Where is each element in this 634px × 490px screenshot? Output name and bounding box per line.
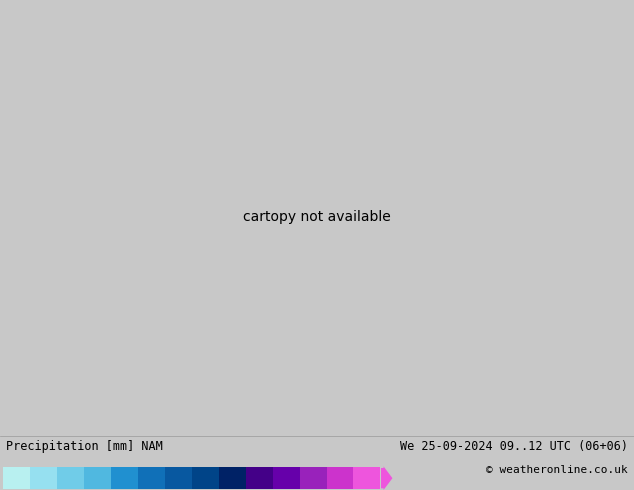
FancyArrow shape [381,466,392,490]
Bar [327,467,354,489]
Bar [3,467,30,489]
Text: © weatheronline.co.uk: © weatheronline.co.uk [486,466,628,475]
Bar [57,467,84,489]
Bar [354,467,380,489]
Bar [84,467,111,489]
Bar [165,467,191,489]
Bar [30,467,57,489]
Bar [111,467,138,489]
Bar [245,467,273,489]
Text: Precipitation [mm] NAM: Precipitation [mm] NAM [6,441,163,453]
Text: We 25-09-2024 09..12 UTC (06+06): We 25-09-2024 09..12 UTC (06+06) [399,441,628,453]
Bar [138,467,165,489]
Bar [191,467,219,489]
Text: cartopy not available: cartopy not available [243,210,391,224]
Bar [219,467,245,489]
Bar [273,467,299,489]
Bar [299,467,327,489]
